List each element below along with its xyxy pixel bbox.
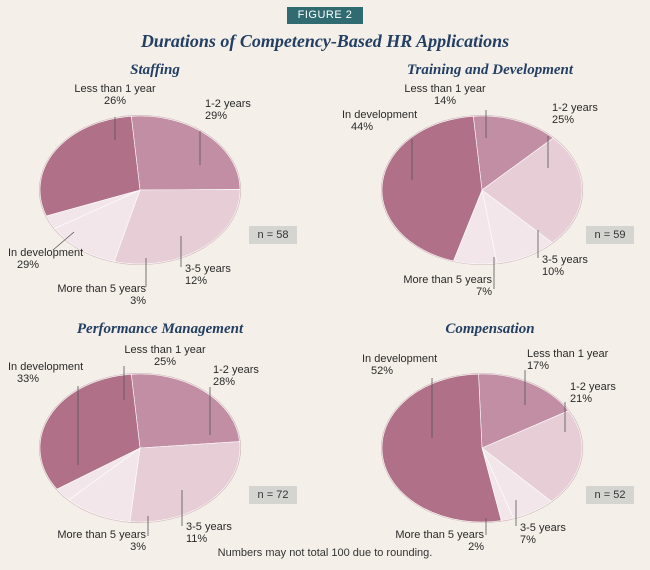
slice-value-label: 11% [186, 533, 207, 545]
slice-category-label: 3-5 years [185, 263, 231, 275]
slice-value-label: 3% [130, 541, 146, 553]
slice-category-label: 3-5 years [186, 521, 232, 533]
chart-title-performance: Performance Management [76, 321, 244, 337]
slice-category-label: Less than 1 year [74, 83, 156, 95]
pie-slice [130, 115, 241, 191]
pie-slice [472, 115, 554, 191]
pie-slice [130, 373, 240, 449]
sample-size-training: n = 59 [586, 226, 634, 244]
chart-title-training: Training and Development [406, 62, 574, 78]
slice-category-label: Less than 1 year [124, 344, 206, 356]
slice-value-label: 33% [17, 373, 39, 385]
slice-value-label: 12% [185, 275, 207, 287]
slice-category-label: In development [8, 361, 83, 373]
pie-slice [481, 410, 583, 502]
slice-category-label: 3-5 years [542, 254, 588, 266]
slice-value-label: 3% [130, 295, 146, 307]
slice-value-label: 7% [476, 286, 492, 298]
pie-slice [481, 137, 583, 244]
slice-category-label: 3-5 years [520, 522, 566, 534]
pie-slice [113, 189, 241, 265]
slice-category-label: 1-2 years [213, 364, 259, 376]
slice-value-label: 29% [17, 259, 39, 271]
slice-value-label: 28% [213, 376, 235, 388]
slice-value-label: 52% [371, 365, 393, 377]
pie-slice [381, 373, 502, 523]
slice-value-label: 10% [542, 266, 564, 278]
slice-category-label: More than 5 years [403, 274, 492, 286]
sample-size-performance: n = 72 [249, 486, 297, 504]
slice-category-label: Less than 1 year [404, 83, 486, 95]
slice-category-label: In development [342, 109, 417, 121]
slice-value-label: 2% [468, 541, 484, 553]
chart-title-compensation: Compensation [445, 321, 535, 337]
slice-value-label: 7% [520, 534, 536, 546]
pie-slice [68, 447, 141, 522]
slice-value-label: 14% [434, 95, 456, 107]
main-title: Durations of Competency-Based HR Applica… [140, 31, 510, 51]
sample-size-compensation: n = 52 [586, 486, 634, 504]
slice-category-label: In development [8, 247, 83, 259]
chart-title-staffing: Staffing [130, 62, 180, 78]
sample-size-staffing: n = 58 [249, 226, 297, 244]
slice-value-label: 21% [570, 393, 592, 405]
slice-category-label: 1-2 years [570, 381, 616, 393]
pie-slice [39, 115, 141, 217]
leader-line [52, 231, 75, 251]
figure-label: FIGURE 2 [287, 7, 363, 24]
slice-category-label: 1-2 years [552, 102, 598, 114]
footnote: Numbers may not total 100 due to roundin… [217, 547, 433, 559]
slice-category-label: More than 5 years [57, 283, 146, 295]
slice-category-label: More than 5 years [395, 529, 484, 541]
slice-value-label: 25% [154, 356, 176, 368]
slice-value-label: 26% [104, 95, 126, 107]
slice-value-label: 25% [552, 114, 574, 126]
slice-value-label: 17% [527, 360, 549, 372]
pie-slice [54, 189, 141, 262]
slice-category-label: 1-2 years [205, 98, 251, 110]
pie-slice [39, 373, 141, 490]
slice-category-label: Less than 1 year [527, 348, 609, 360]
slice-category-label: More than 5 years [57, 529, 146, 541]
pie-slice [381, 115, 483, 262]
slice-category-label: In development [362, 353, 437, 365]
slice-value-label: 44% [351, 121, 373, 133]
pie-slice [129, 441, 241, 523]
slice-value-label: 29% [205, 110, 227, 122]
